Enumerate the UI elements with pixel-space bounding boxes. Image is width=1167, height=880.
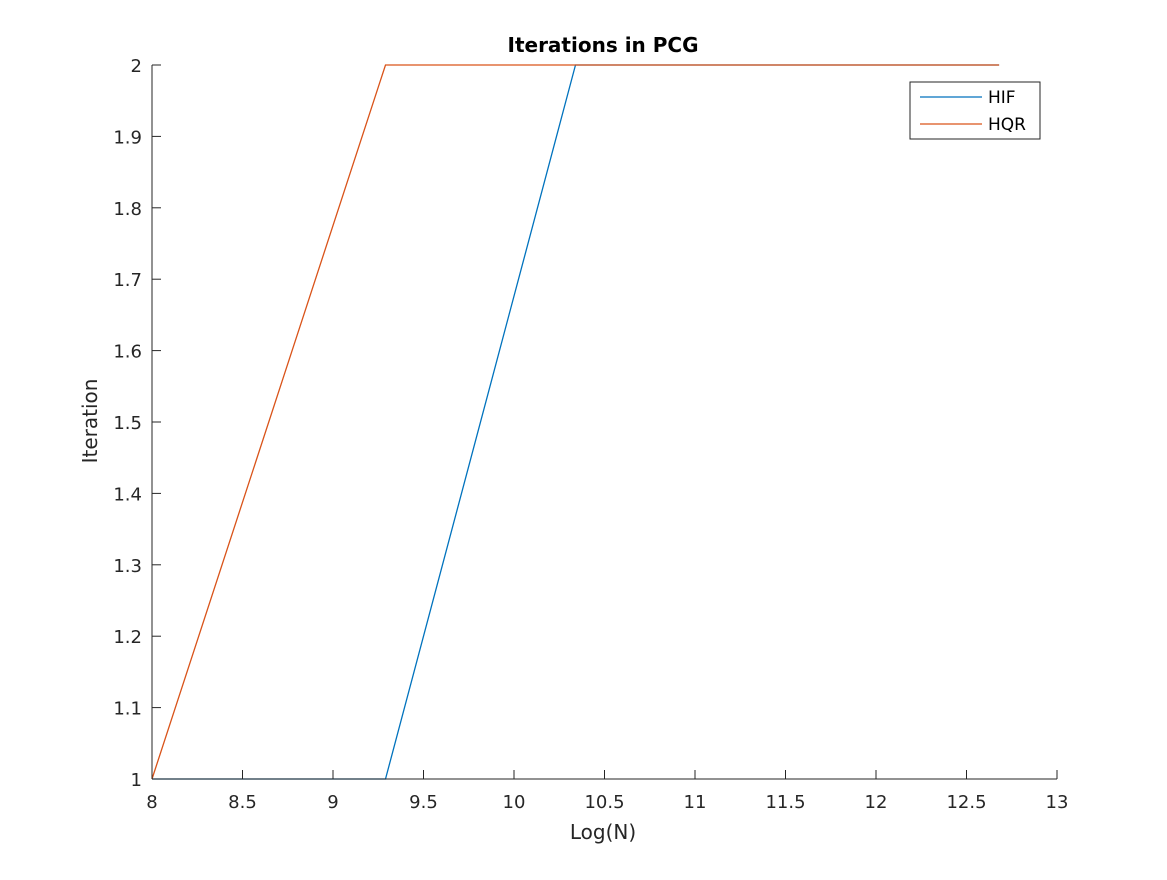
axes-layer: 8 8.5 9 9.5 10 10.5 11 11.5 12 12.5 13 1 1.1 1.2 1.3 1.…	[113, 56, 1068, 813]
y-tick-label: 2	[131, 56, 142, 77]
x-tick-label: 11	[684, 792, 707, 813]
plot-area	[152, 65, 1057, 779]
legend: HIF HQR	[909, 81, 1041, 140]
x-tick-label: 10	[503, 792, 526, 813]
x-tick-label: 9.5	[409, 792, 438, 813]
x-tick-label: 12.5	[946, 792, 986, 813]
y-tick-label: 1.6	[113, 342, 142, 363]
y-tick-label: 1.5	[113, 413, 142, 434]
y-tick-label: 1.3	[113, 556, 142, 577]
y-tick-label: 1.2	[113, 627, 142, 648]
x-axis-label: Log(N)	[570, 820, 636, 844]
y-tick-label: 1.8	[113, 199, 142, 220]
x-tick-label: 9	[327, 792, 338, 813]
y-tick-label: 1	[131, 770, 142, 791]
x-tick-label: 8	[146, 792, 157, 813]
y-tick-label: 1.9	[113, 127, 142, 148]
y-tick-label: 1.7	[113, 270, 142, 291]
x-tick-label: 13	[1046, 792, 1069, 813]
y-tick-label: 1.1	[113, 699, 142, 720]
legend-label-hqr: HQR	[988, 115, 1026, 135]
x-tick-label: 10.5	[584, 792, 624, 813]
x-tick-label: 11.5	[765, 792, 805, 813]
x-tick-label: 12	[865, 792, 888, 813]
chart-title: Iterations in PCG	[508, 33, 699, 57]
legend-label-hif: HIF	[988, 88, 1016, 108]
y-axis-label: Iteration	[78, 379, 102, 464]
legend-box	[909, 81, 1041, 140]
x-tick-label: 8.5	[228, 792, 257, 813]
y-tick-label: 1.4	[113, 484, 142, 505]
series-line-hqr	[151, 64, 1000, 780]
axes-background	[152, 65, 1057, 779]
